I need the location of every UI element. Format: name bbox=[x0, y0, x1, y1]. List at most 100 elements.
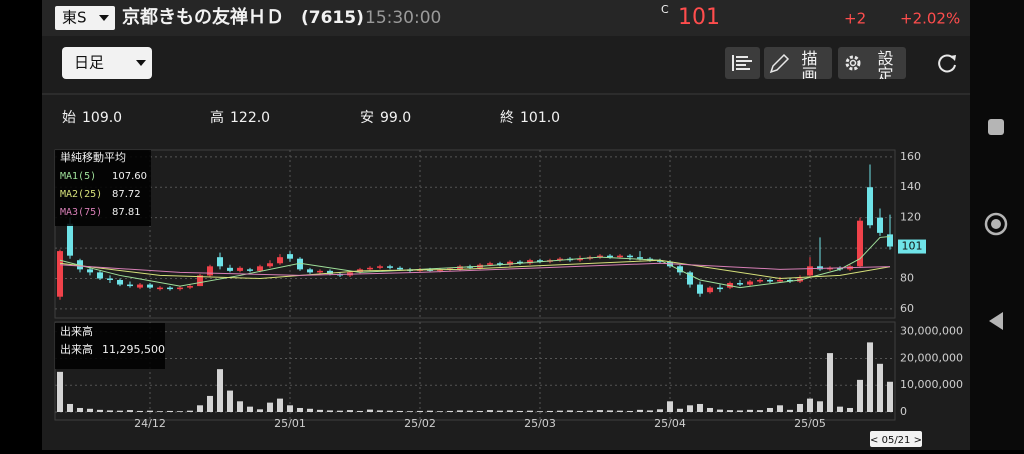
volume-bar bbox=[787, 409, 793, 412]
candle-body bbox=[717, 287, 723, 290]
volume-bar bbox=[587, 410, 593, 412]
volume-bar bbox=[467, 410, 473, 412]
summary-label: 安 bbox=[360, 110, 374, 126]
candle-body bbox=[187, 286, 193, 288]
candle-body bbox=[67, 223, 73, 256]
volume-bar bbox=[837, 406, 843, 412]
draw-label: 描画 bbox=[799, 50, 818, 82]
volume-bar bbox=[147, 410, 153, 412]
volume-bar bbox=[567, 410, 573, 412]
nav-home[interactable] bbox=[984, 212, 1008, 236]
candle-body bbox=[297, 258, 303, 270]
indicator-button[interactable] bbox=[725, 47, 760, 79]
y-tick-label: 10,000,000 bbox=[900, 378, 963, 391]
exchange-select[interactable]: 東S bbox=[55, 6, 115, 30]
summary-label: 高 bbox=[210, 109, 224, 126]
volume-bar bbox=[647, 410, 653, 412]
summary-value: 122.0 bbox=[230, 110, 270, 126]
volume-bar bbox=[107, 410, 113, 412]
nav-back[interactable] bbox=[989, 312, 1003, 330]
volume-bar bbox=[477, 410, 483, 412]
volume-bar bbox=[247, 406, 253, 412]
candle-body bbox=[227, 267, 233, 271]
candle-body bbox=[597, 255, 603, 258]
header-bg bbox=[42, 0, 970, 36]
candle-body bbox=[747, 281, 753, 285]
candle-body bbox=[707, 287, 713, 293]
candle-body bbox=[837, 267, 843, 270]
ma-line bbox=[59, 259, 891, 279]
volume-bar bbox=[867, 342, 873, 412]
volume-bar bbox=[537, 411, 543, 412]
volume-bar bbox=[887, 381, 893, 412]
candle-body bbox=[457, 266, 463, 270]
volume-bar bbox=[277, 398, 283, 412]
draw-button[interactable]: 描画 bbox=[764, 47, 832, 82]
volume-bar bbox=[617, 410, 623, 412]
volume-bar bbox=[267, 402, 273, 412]
volume-bar bbox=[367, 409, 373, 412]
volume-bar bbox=[97, 409, 103, 412]
volume-bar bbox=[827, 353, 833, 412]
volume-bar bbox=[717, 409, 723, 412]
volume-bar bbox=[177, 411, 183, 412]
volume-bar bbox=[437, 411, 443, 412]
volume-bar bbox=[197, 405, 203, 412]
candle-body bbox=[877, 217, 883, 233]
y-tick-label: 160 bbox=[900, 150, 921, 163]
legend-box bbox=[55, 150, 151, 226]
x-tick-label: 25/03 bbox=[524, 417, 556, 430]
price-flag: C bbox=[661, 3, 669, 16]
candle-body bbox=[687, 272, 693, 285]
candle-body bbox=[887, 234, 893, 247]
candle-body bbox=[247, 269, 253, 271]
volume-bar bbox=[407, 411, 413, 412]
volume-bar bbox=[657, 409, 663, 412]
candle-body bbox=[537, 260, 543, 262]
candle-body bbox=[87, 269, 93, 273]
volume-bar bbox=[687, 405, 693, 412]
candle-body bbox=[577, 258, 583, 261]
legend-title: 単純移動平均 bbox=[60, 150, 126, 164]
candle-body bbox=[207, 266, 213, 276]
candle-body bbox=[137, 284, 143, 288]
period-select[interactable]: 日足 bbox=[62, 47, 152, 79]
legend-name: MA1(5) bbox=[60, 171, 96, 182]
settings-button[interactable]: 設定 bbox=[838, 47, 906, 82]
volume-bar bbox=[737, 410, 743, 412]
candle-body bbox=[517, 261, 523, 264]
volume-bar bbox=[227, 390, 233, 412]
volume-bar bbox=[337, 410, 343, 412]
settings-label: 設定 bbox=[875, 50, 894, 82]
refresh-button[interactable] bbox=[938, 54, 956, 73]
candle-body bbox=[327, 270, 333, 274]
candle-body bbox=[637, 257, 643, 259]
candle-body bbox=[177, 287, 183, 290]
volume-bar bbox=[157, 411, 163, 412]
summary-value: 99.0 bbox=[380, 110, 411, 126]
candle-body bbox=[857, 220, 863, 267]
volume-panel bbox=[54, 321, 896, 421]
volume-bar bbox=[187, 410, 193, 412]
volume-bar bbox=[397, 410, 403, 412]
nav-recent[interactable] bbox=[988, 119, 1004, 135]
candle-body bbox=[807, 266, 813, 276]
candle-body bbox=[867, 187, 873, 226]
volume-bar bbox=[727, 410, 733, 412]
volume-bar bbox=[807, 398, 813, 412]
legend-value: 11,295,500 bbox=[102, 343, 165, 356]
candle-body bbox=[107, 278, 113, 280]
candle-body bbox=[267, 263, 273, 267]
date-pill[interactable] bbox=[870, 431, 922, 447]
legend-value: 107.60 bbox=[112, 171, 147, 182]
volume-bar bbox=[677, 408, 683, 412]
candle-body bbox=[757, 279, 763, 282]
legend-name: MA3(75) bbox=[60, 207, 102, 218]
candle-body bbox=[787, 279, 793, 282]
candle-body bbox=[527, 260, 533, 264]
volume-bar bbox=[387, 410, 393, 412]
volume-bar bbox=[87, 408, 93, 412]
volume-bar bbox=[417, 410, 423, 412]
candle-body bbox=[677, 266, 683, 273]
nav-home-dot bbox=[991, 219, 1001, 229]
